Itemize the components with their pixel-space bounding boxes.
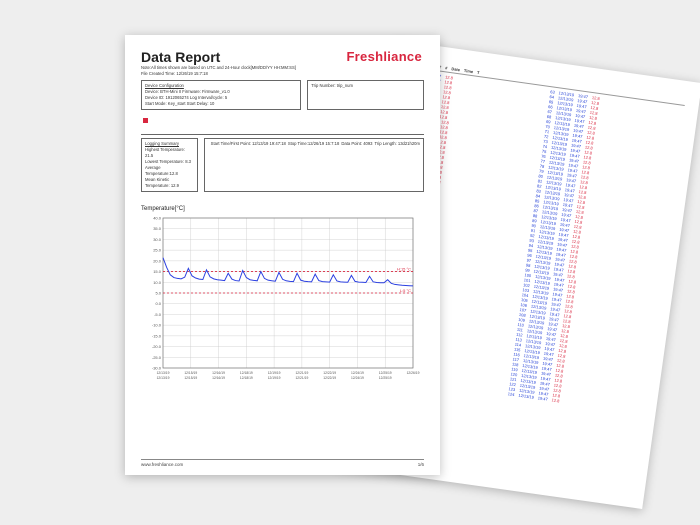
svg-text:12/16/19: 12/16/19 [212, 371, 225, 375]
trip-line: Trip Number: trip_num [311, 83, 353, 107]
svg-text:12/26/19: 12/26/19 [407, 371, 420, 375]
device-config-box: Device Configuration Device: BTH-Mini II… [141, 80, 301, 110]
log-line: Stop Time:12/26/19 15:7:18 [288, 141, 339, 189]
brand-logo: Freshliance [346, 49, 422, 64]
log-line: Average Temperature:12.8 [145, 165, 194, 177]
trip-box: Trip Number: trip_num [307, 80, 424, 110]
svg-text:-15.0: -15.0 [152, 333, 162, 338]
svg-text:12/22/19: 12/22/19 [323, 376, 336, 380]
svg-text:12/18/19: 12/18/19 [240, 371, 253, 375]
svg-text:35.0: 35.0 [153, 226, 162, 231]
svg-text:12/21/19: 12/21/19 [295, 371, 308, 375]
svg-text:-10.0: -10.0 [152, 323, 162, 328]
svg-text:L:5 °C: L:5 °C [400, 288, 411, 293]
svg-text:12/25/19: 12/25/19 [379, 371, 392, 375]
svg-text:40.0: 40.0 [153, 216, 162, 221]
svg-text:12/16/19: 12/16/19 [212, 376, 225, 380]
temperature-chart: -30.0 -25.0 -20.0 -15.0 -10.0 -5.0 0.0 5.0 10.0 1… [141, 214, 424, 400]
svg-text:5.0: 5.0 [155, 291, 161, 296]
svg-text:25.0: 25.0 [153, 248, 162, 253]
logging-summary-right: Start Time/First Point: 12/13/19 19:47:1… [204, 138, 425, 192]
log-line: Start Time/First Point: 12/13/19 19:47:1… [211, 141, 286, 189]
svg-text:12/13/19: 12/13/19 [157, 376, 170, 380]
svg-text:0.0: 0.0 [155, 301, 161, 306]
chart-title: Temperature[°C] [141, 206, 424, 212]
log-line: Data Point: 4093 [341, 141, 372, 189]
alarm-indicator-icon [143, 118, 148, 123]
svg-text:12/22/19: 12/22/19 [323, 371, 336, 375]
log-line: Mean Kinetic Temperature: 12.9 [145, 177, 194, 189]
svg-text:12/15/19: 12/15/19 [184, 376, 197, 380]
logging-summary-left: Logging Summary Highest Temperature: 21.… [141, 138, 198, 192]
svg-text:12/13/19: 12/13/19 [157, 371, 170, 375]
svg-text:12/18/19: 12/18/19 [240, 376, 253, 380]
log-line: Trip Length: 13d21h20m [375, 141, 420, 189]
svg-text:20.0: 20.0 [153, 258, 162, 263]
svg-text:-5.0: -5.0 [154, 312, 162, 317]
svg-text:-30.0: -30.0 [152, 366, 162, 371]
log-line: Highest Temperature: 21.5 [145, 147, 194, 159]
footer-url: www.freshliance.com [141, 462, 183, 467]
svg-text:10.0: 10.0 [153, 280, 162, 285]
svg-text:15.0: 15.0 [153, 269, 162, 274]
svg-text:12/25/19: 12/25/19 [379, 376, 392, 380]
device-line: Start Mode: Key_start Start Delay: 10 [145, 101, 297, 107]
svg-text:12/15/19: 12/15/19 [184, 371, 197, 375]
svg-text:12/21/19: 12/21/19 [295, 376, 308, 380]
svg-text:-20.0: -20.0 [152, 344, 162, 349]
svg-text:-25.0: -25.0 [152, 355, 162, 360]
svg-text:12/19/19: 12/19/19 [268, 376, 281, 380]
svg-text:12/19/19: 12/19/19 [268, 371, 281, 375]
report-page-main: Freshliance Data Report Note:All times s… [125, 35, 440, 475]
file-created: File Created Time: 12/26/19 15:7:18 [141, 71, 424, 77]
footer-page: 1/6 [418, 462, 424, 467]
svg-text:12/24/19: 12/24/19 [351, 371, 364, 375]
svg-text:30.0: 30.0 [153, 237, 162, 242]
svg-text:12/24/19: 12/24/19 [351, 376, 364, 380]
svg-text:H:15 °C: H:15 °C [397, 267, 411, 272]
